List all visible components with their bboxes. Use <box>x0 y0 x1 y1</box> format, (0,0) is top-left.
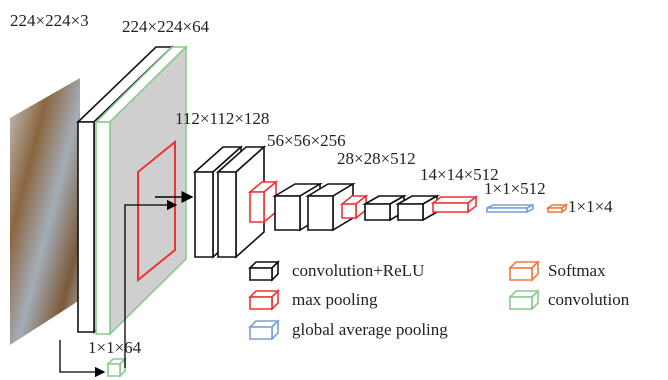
legend-label: global average pooling <box>292 320 448 339</box>
block-face <box>96 122 110 334</box>
block-face <box>195 172 213 257</box>
block-face <box>510 297 532 309</box>
dim-label: 112×112×128 <box>175 109 269 128</box>
input-image <box>10 78 80 345</box>
block-face <box>218 172 236 257</box>
block-face <box>78 122 94 332</box>
block-face <box>487 208 527 212</box>
dim-label: 56×56×256 <box>267 131 346 150</box>
legend-label: max pooling <box>292 290 378 309</box>
diagram: 224×224×3 224×224×64 112×112×128 56×56×2… <box>0 0 668 380</box>
dim-label: 224×224×64 <box>122 17 210 36</box>
legend-label: Softmax <box>548 261 606 280</box>
block-face <box>342 204 356 218</box>
dim-label: 28×28×512 <box>337 149 416 168</box>
block-face <box>250 192 264 222</box>
dim-label: 224×224×3 <box>10 11 89 30</box>
block-face <box>398 204 423 220</box>
block-face <box>108 364 120 376</box>
legend-label: convolution+ReLU <box>292 261 424 280</box>
dim-label: 1×1×64 <box>88 338 142 357</box>
block-face <box>308 196 333 230</box>
block-face <box>548 208 562 212</box>
dim-label: 1×1×4 <box>568 197 613 216</box>
block-face <box>365 204 390 220</box>
block-face <box>250 297 272 309</box>
dim-label: 1×1×512 <box>484 179 546 198</box>
block-face <box>510 268 532 280</box>
block-face <box>250 268 272 280</box>
block-face <box>250 327 272 339</box>
legend-label: convolution <box>548 290 630 309</box>
block-face <box>275 196 300 230</box>
block-face <box>433 203 468 212</box>
